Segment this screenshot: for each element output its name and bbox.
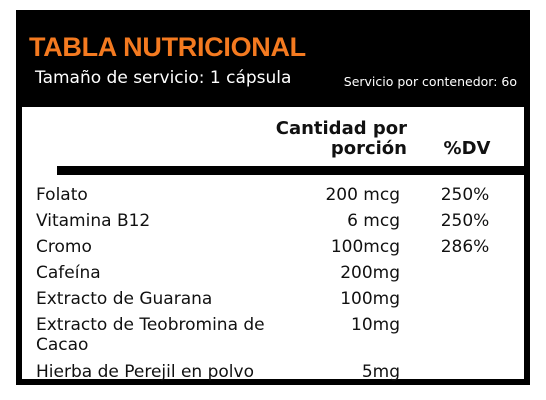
nutrition-facts-panel: TABLA NUTRICIONAL Tamaño de servicio: 1 … [16,10,530,385]
nutrient-name: Vitamina B12 [36,211,151,231]
nutrient-amount: 100mcg [330,237,400,257]
nutrient-dv: 250% [440,185,490,205]
table-row: Extracto de Guarana 100mg [22,289,524,309]
panel-title: TABLA NUTRICIONAL [29,32,306,62]
table-row: Cafeína 200mg [22,263,524,283]
amount-header-line-2: porción [330,138,407,159]
nutrient-rows: Folato 200 mcg 250% Vitamina B12 6 mcg 2… [22,185,524,382]
table-row: Extracto de Teobromina de Cacao 10mg [22,315,524,356]
nutrient-name: Cromo [36,237,92,257]
nutrient-amount: 5mg [361,362,400,382]
amount-column-header: Cantidad por porción [257,119,407,159]
nutrient-name: Hierba de Perejil en polvo [36,362,254,382]
header-divider [57,166,524,175]
nutrient-dv: 250% [440,211,490,231]
table-row: Folato 200 mcg 250% [22,185,524,205]
amount-header-line-1: Cantidad por [275,118,407,139]
nutrient-amount: 6 mcg [347,211,400,231]
table-row: Vitamina B12 6 mcg 250% [22,211,524,231]
nutrition-table: Cantidad por porción %DV Folato 200 mcg … [22,107,524,382]
nutrient-name: Extracto de Guarana [36,289,213,309]
nutrient-amount: 200mg [340,263,400,283]
dv-column-header: %DV [443,138,491,159]
nutrient-amount: 10mg [351,315,400,335]
table-row: Hierba de Perejil en polvo 5mg [22,362,524,382]
nutrient-amount: 200 mcg [325,185,400,205]
panel-header: TABLA NUTRICIONAL Tamaño de servicio: 1 … [16,10,530,105]
table-row: Cromo 100mcg 286% [22,237,524,257]
nutrient-dv: 286% [440,237,490,257]
serving-size: Tamaño de servicio: 1 cápsula [35,68,292,88]
nutrient-amount: 100mg [340,289,400,309]
nutrient-name: Cafeína [36,263,101,283]
nutrient-name: Extracto de Teobromina de Cacao [36,315,265,355]
nutrient-name: Folato [36,185,88,205]
servings-per-container: Servicio por contenedor: 6o [343,74,517,89]
